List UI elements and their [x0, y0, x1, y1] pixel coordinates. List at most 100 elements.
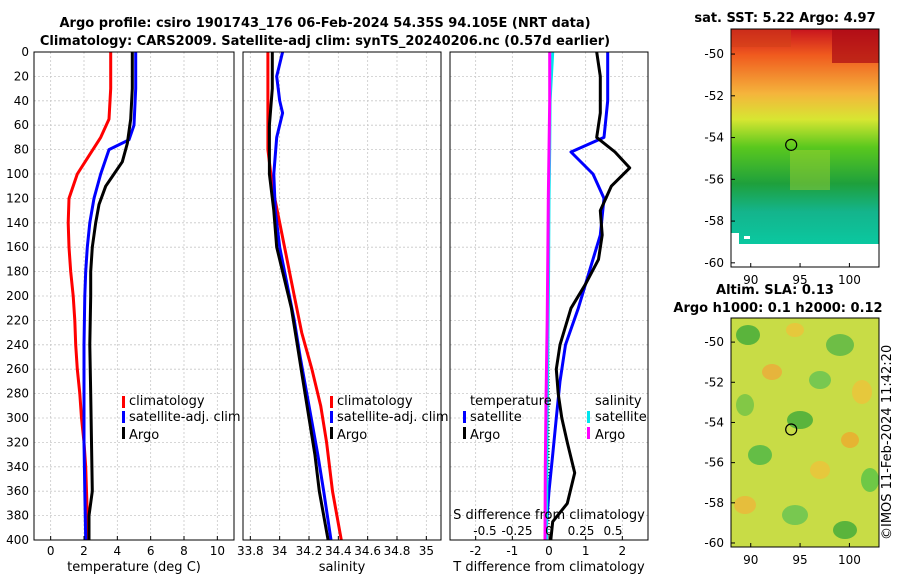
sla-map-title-1: Altim. SLA: 0.13 [716, 283, 834, 298]
map-lon-tick-label: 100 [838, 553, 861, 567]
map-lon-tick-label: 95 [792, 553, 807, 567]
series-line-temperature-satellite [543, 52, 610, 540]
sla-map: Altim. SLA: 0.13 Argo h1000: 0.1 h2000: … [673, 283, 882, 567]
x-tick-label: 34.8 [384, 544, 411, 558]
s-tick-label: 0.25 [568, 524, 595, 538]
depth-tick-label: 40 [14, 94, 29, 108]
difference-x-ticks: -2 -1 0 1 2 [470, 536, 626, 558]
sla-anomaly [786, 323, 804, 337]
depth-tick-label: 400 [6, 533, 29, 547]
temperature-panel: 0 2 4 6 8 10 0 20 40 60 80 100 120 140 160 180 200 220 24… [6, 45, 241, 575]
depth-tick-label: 60 [14, 118, 29, 132]
x-tick-label: 2 [80, 544, 88, 558]
map-lon-tick-label: 90 [743, 273, 758, 287]
legend-swatch-t-satellite [463, 411, 466, 423]
map-lat-tick-label: -52 [704, 375, 724, 389]
sla-anomaly [833, 521, 857, 539]
depth-tick-label: 240 [6, 338, 29, 352]
depth-tick-label: 280 [6, 387, 29, 401]
sst-land-mask [731, 233, 739, 244]
sla-anomaly [782, 505, 808, 525]
legend-swatch-satellite [330, 411, 333, 423]
series-line-salinity-argo [543, 52, 552, 540]
map-lat-tick-label: -58 [704, 496, 724, 510]
salinity-xlabel: salinity [319, 560, 366, 575]
x-tick-label: 0 [47, 544, 55, 558]
depth-tick-label: 180 [6, 265, 29, 279]
sla-anomaly [736, 394, 754, 416]
depth-ticks: 0 20 40 60 80 100 120 140 160 180 200 220 240 260 280 3… [6, 45, 29, 547]
salinity-axes-frame [242, 51, 442, 541]
depth-tick-label: 300 [6, 411, 29, 425]
series-line-argo [87, 52, 134, 540]
sst-land-mask [744, 236, 750, 239]
map-lat-tick-label: -50 [704, 335, 724, 349]
legend-argo: Argo [337, 428, 367, 443]
legend-t-argo: Argo [470, 428, 500, 443]
depth-tick-label: 100 [6, 167, 29, 181]
map-lat-tick-label: -56 [704, 172, 724, 186]
sla-anomaly [852, 380, 872, 404]
legend-swatch-satellite [122, 411, 125, 423]
map-lat-tick-label: -54 [704, 415, 724, 429]
sst-map-frame [730, 28, 880, 268]
sla-anomaly [841, 432, 859, 448]
sst-field [731, 29, 879, 244]
x-tick-label: 33.8 [237, 544, 264, 558]
map-lat-tick-label: -60 [704, 536, 724, 550]
x-tick-label: 8 [180, 544, 188, 558]
salinity-grid [243, 51, 441, 541]
argo-position-marker [785, 423, 798, 436]
difference-lines [543, 52, 632, 540]
legend-swatch-s-argo [587, 427, 590, 439]
legend-swatch-argo [330, 427, 333, 439]
sla-anomaly [787, 411, 813, 429]
sla-anomaly [810, 461, 830, 479]
temperature-legend: climatology satellite-adj. clim Argo [122, 394, 241, 443]
legend-swatch-climatology [122, 396, 125, 408]
depth-tick-label: 220 [6, 313, 29, 327]
map-lat-tick-label: -52 [704, 89, 724, 103]
sla-map-title-2: Argo h1000: 0.1 h2000: 0.12 [673, 301, 882, 316]
map-lat-tick-label: -54 [704, 131, 724, 145]
x-tick-label: 6 [147, 544, 155, 558]
map-lat-tick-label: -60 [704, 256, 724, 270]
sla-anomaly [861, 468, 879, 492]
x-tick-label: 34.6 [354, 544, 381, 558]
legend-swatch-argo [122, 427, 125, 439]
title-line-2: Climatology: CARS2009. Satellite-adj cli… [40, 34, 610, 49]
depth-tick-label: 120 [6, 191, 29, 205]
salinity-panel: 33.8 34 34.2 34.4 34.6 34.8 35 salinity climat… [237, 51, 449, 575]
x-tick-label: 2 [619, 544, 627, 558]
legend-s-satellite: satellite [595, 410, 647, 425]
map-lat-tick-label: -58 [704, 214, 724, 228]
x-tick-label: 4 [114, 544, 122, 558]
sst-color-field [731, 29, 879, 244]
sla-lat-ticks: -50 -52 -54 -56 -58 -60 [704, 335, 735, 550]
sst-map: sat. SST: 5.22 Argo: 4.97 90 95 100 -50 -52… [694, 11, 880, 287]
sla-anomaly [736, 325, 760, 345]
difference-grid [450, 51, 648, 541]
map-lat-tick-label: -56 [704, 456, 724, 470]
map-lon-tick-label: 90 [743, 553, 758, 567]
depth-tick-label: 380 [6, 509, 29, 523]
depth-tick-label: 80 [14, 143, 29, 157]
map-lat-tick-label: -50 [704, 47, 724, 61]
legend-t-satellite: satellite [470, 410, 522, 425]
depth-tick-label: 200 [6, 289, 29, 303]
s-difference-ticks: -0.5 -0.25 0 0.25 0.5 [473, 524, 622, 538]
legend-climatology: climatology [337, 394, 413, 409]
sst-map-title: sat. SST: 5.22 Argo: 4.97 [694, 11, 875, 26]
legend-climatology: climatology [129, 394, 205, 409]
depth-tick-label: 320 [6, 435, 29, 449]
legend-swatch-climatology [330, 396, 333, 408]
sla-anomaly [809, 371, 831, 389]
sla-anomaly [826, 334, 854, 356]
sst-warm-patch [731, 29, 791, 47]
temperature-lines [66, 52, 138, 540]
x-tick-label: 34 [272, 544, 287, 558]
salinity-legend: climatology satellite-adj. clim Argo [330, 394, 449, 443]
difference-panel: -2 -1 0 1 2 -0.5 -0.25 0 0.25 0.5 S difference f… [449, 51, 649, 575]
s-difference-label: S difference from climatology [453, 508, 645, 523]
legend-argo: Argo [129, 428, 159, 443]
